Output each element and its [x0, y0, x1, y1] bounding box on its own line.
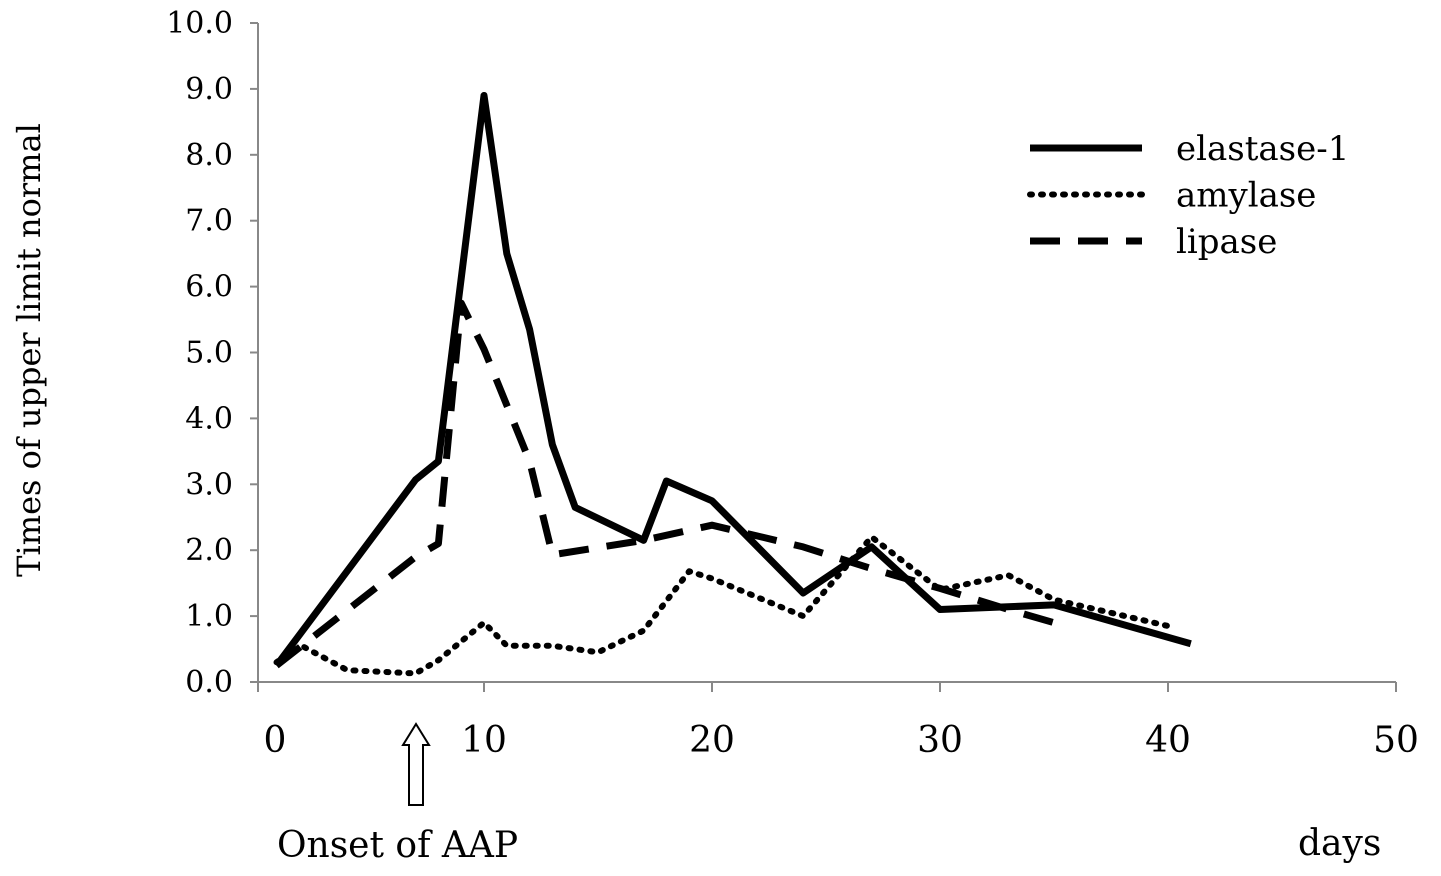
- y-tick-label: 3.0: [185, 467, 233, 502]
- series-line-elastase-1: [273, 91, 1192, 668]
- series-line-lipase: [274, 299, 1055, 669]
- x-tick-label: 10: [461, 720, 507, 761]
- legend: elastase-1 amylase lipase: [1027, 129, 1349, 262]
- y-axis-label: Times of upper limit normal: [10, 123, 48, 577]
- y-tick-label: 2.0: [185, 533, 233, 568]
- series-line-amylase: [273, 534, 1171, 677]
- y-tick-label: 10.0: [166, 6, 233, 41]
- legend-label: amylase: [1176, 176, 1316, 216]
- axes: [257, 23, 1396, 683]
- onset-arrow-icon: [401, 722, 431, 806]
- y-tick-label: 8.0: [185, 138, 233, 173]
- y-tick-label: 5.0: [185, 336, 233, 371]
- x-tick-label: 40: [1145, 720, 1191, 761]
- y-tick-label: 0.0: [185, 665, 233, 700]
- x-tick-label: 30: [917, 720, 963, 761]
- legend-label: elastase-1: [1176, 129, 1349, 169]
- x-tick-label: 0: [264, 720, 287, 761]
- y-tick-label: 1.0: [185, 599, 233, 634]
- y-tick-label: 4.0: [185, 401, 233, 436]
- legend-label: lipase: [1176, 222, 1277, 262]
- onset-annotation: Onset of AAP: [277, 825, 518, 866]
- x-tick-label: 20: [689, 720, 735, 761]
- y-tick-label: 9.0: [185, 72, 233, 107]
- x-tick-label: 50: [1373, 720, 1419, 761]
- y-tick-label: 7.0: [185, 204, 233, 239]
- y-tick-label: 6.0: [185, 270, 233, 305]
- x-axis-label: days: [1298, 823, 1381, 864]
